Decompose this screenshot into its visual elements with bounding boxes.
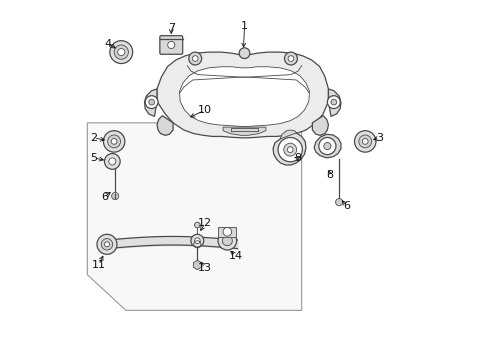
Circle shape (107, 135, 121, 148)
Polygon shape (144, 89, 157, 116)
Circle shape (222, 236, 232, 246)
Polygon shape (193, 260, 201, 270)
Circle shape (283, 143, 296, 156)
Text: 10: 10 (197, 105, 211, 115)
Circle shape (326, 96, 340, 109)
Circle shape (118, 49, 124, 56)
Circle shape (104, 242, 109, 247)
Text: 8: 8 (326, 170, 333, 180)
Polygon shape (157, 116, 173, 135)
Text: 12: 12 (198, 218, 212, 228)
Polygon shape (272, 132, 305, 165)
Circle shape (188, 52, 201, 65)
Text: 3: 3 (375, 133, 382, 143)
Text: 11: 11 (92, 260, 105, 270)
Polygon shape (280, 130, 297, 139)
Polygon shape (223, 127, 265, 135)
Circle shape (114, 45, 128, 59)
Text: 6: 6 (342, 201, 349, 211)
Polygon shape (157, 52, 328, 138)
Circle shape (148, 99, 154, 105)
Text: 5: 5 (90, 153, 97, 163)
Polygon shape (87, 123, 301, 310)
Circle shape (330, 99, 336, 105)
Circle shape (362, 139, 367, 144)
Polygon shape (312, 116, 328, 135)
Circle shape (223, 228, 231, 236)
Circle shape (101, 239, 112, 250)
Circle shape (97, 234, 117, 254)
Polygon shape (328, 89, 340, 116)
Circle shape (354, 131, 375, 152)
Circle shape (108, 158, 116, 165)
Circle shape (194, 238, 200, 244)
Text: 1: 1 (241, 21, 247, 31)
Circle shape (103, 131, 124, 152)
Circle shape (192, 56, 198, 62)
Text: 14: 14 (228, 251, 242, 261)
Circle shape (287, 147, 292, 153)
Circle shape (111, 193, 119, 200)
Circle shape (104, 154, 120, 169)
Text: 9: 9 (293, 153, 300, 163)
Circle shape (145, 96, 158, 109)
Polygon shape (313, 134, 340, 158)
Circle shape (239, 48, 249, 59)
Circle shape (110, 41, 132, 64)
Text: 7: 7 (167, 23, 175, 33)
Polygon shape (179, 67, 309, 126)
Circle shape (218, 231, 236, 250)
Circle shape (194, 222, 200, 228)
Text: 2: 2 (90, 133, 97, 143)
Circle shape (335, 199, 342, 206)
FancyBboxPatch shape (160, 36, 183, 54)
Circle shape (111, 139, 117, 144)
Circle shape (358, 135, 371, 148)
Circle shape (278, 138, 302, 162)
Polygon shape (218, 227, 236, 237)
Text: 13: 13 (198, 262, 212, 273)
Circle shape (287, 56, 293, 62)
Circle shape (167, 41, 175, 49)
Circle shape (323, 143, 330, 150)
Circle shape (190, 234, 203, 247)
Circle shape (318, 138, 335, 155)
Text: 6: 6 (101, 192, 108, 202)
Circle shape (284, 52, 297, 65)
Text: 4: 4 (104, 39, 111, 49)
